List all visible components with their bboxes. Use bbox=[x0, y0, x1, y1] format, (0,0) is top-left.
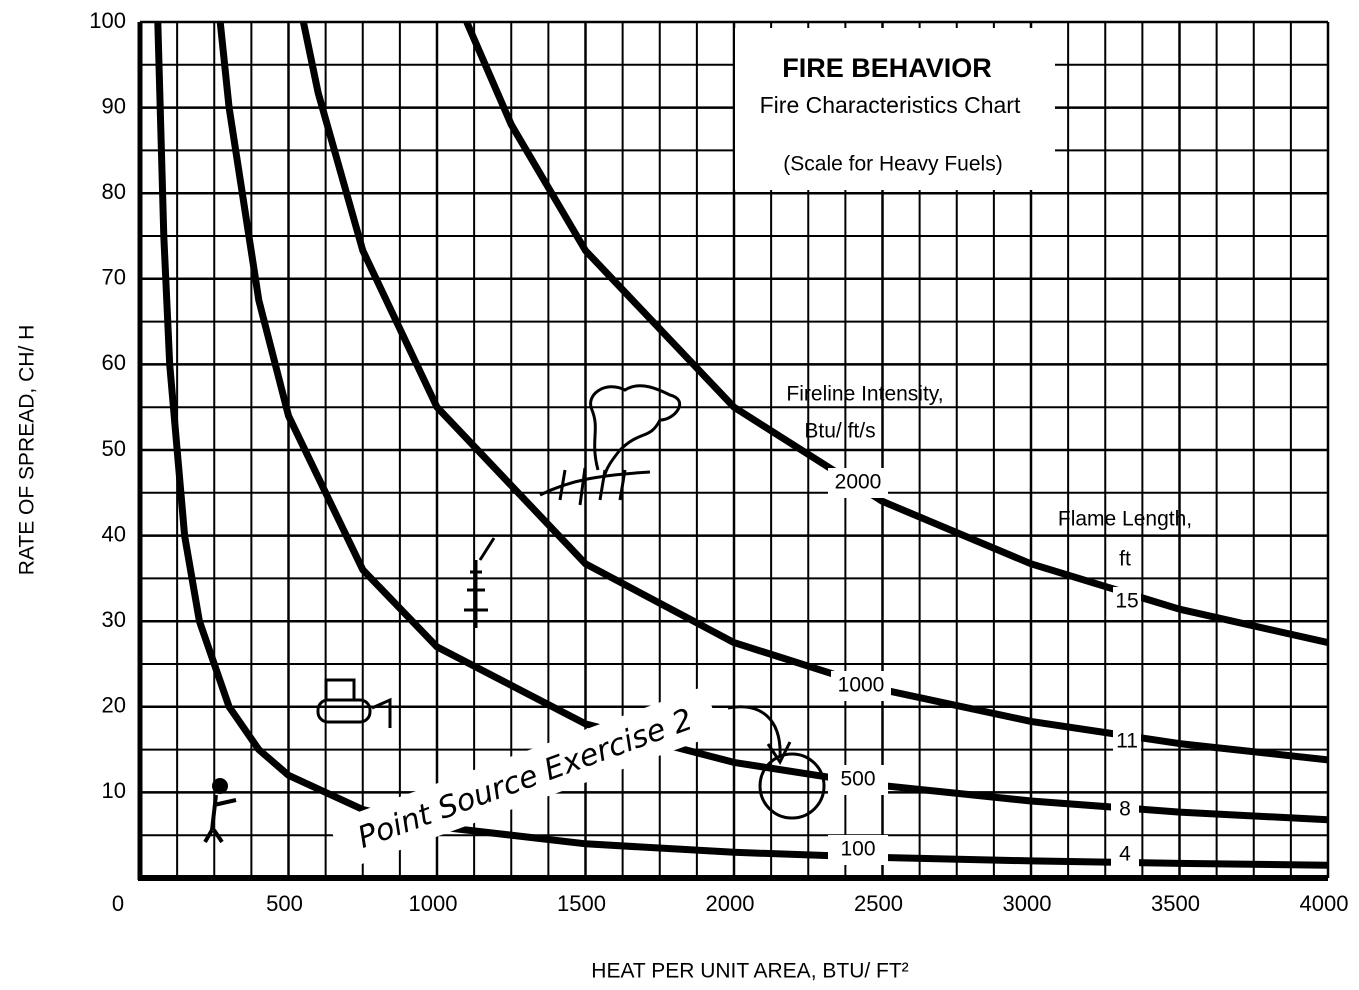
intensity-heading: Fireline Intensity, bbox=[786, 383, 943, 406]
curve bbox=[299, 22, 1328, 764]
y-tick-label: 10 bbox=[102, 778, 126, 803]
y-axis-label: RATE OF SPREAD, CH/ H bbox=[16, 325, 39, 575]
y-tick-label: 30 bbox=[102, 607, 126, 632]
flame-label-bg bbox=[1111, 795, 1139, 825]
title-box bbox=[735, 28, 1055, 190]
arrow bbox=[727, 705, 782, 759]
icon-tree bbox=[464, 537, 496, 628]
intensity-heading: Btu/ ft/s bbox=[804, 420, 875, 443]
y-tick-label: 70 bbox=[102, 265, 126, 290]
flame-heading: ft bbox=[1119, 548, 1131, 571]
chart-title: FIRE BEHAVIOR bbox=[782, 53, 992, 83]
x-tick-label: 1000 bbox=[409, 891, 458, 916]
chart-note: (Scale for Heavy Fuels) bbox=[783, 153, 1002, 176]
chart-subtitle: Fire Characteristics Chart bbox=[760, 92, 1021, 118]
x-axis-label: HEAT PER UNIT AREA, BTU/ FT² bbox=[591, 960, 908, 983]
curve-label: 1000 bbox=[838, 674, 885, 697]
y-tick-label: 100 bbox=[89, 8, 126, 33]
grid bbox=[137, 20, 1330, 881]
x-tick-label: 2500 bbox=[854, 891, 903, 916]
curve-label-bg bbox=[828, 468, 888, 498]
flame-label: 4 bbox=[1119, 843, 1131, 866]
curve-label: 100 bbox=[840, 838, 875, 861]
flame-label: 15 bbox=[1115, 590, 1138, 613]
x-tick-label: 500 bbox=[266, 891, 303, 916]
curves bbox=[154, 22, 1328, 869]
curve-label: 500 bbox=[840, 768, 875, 791]
flame-label-bg bbox=[1113, 587, 1141, 617]
x-tick-label: 3000 bbox=[1003, 891, 1052, 916]
y-tick-label: 50 bbox=[102, 436, 126, 461]
annotation-band bbox=[328, 686, 722, 870]
flame-label-bg bbox=[1113, 727, 1141, 757]
y-tick-label: 0 bbox=[112, 891, 124, 916]
icon-worker bbox=[203, 778, 237, 844]
icon-dozer bbox=[316, 678, 392, 728]
curve-label-bg bbox=[831, 671, 891, 701]
flame-heading: Flame Length, bbox=[1058, 508, 1192, 531]
x-tick-label: 3500 bbox=[1151, 891, 1200, 916]
x-tick-label: 4000 bbox=[1300, 891, 1349, 916]
y-tick-label: 40 bbox=[102, 521, 126, 546]
curve-label-bg bbox=[828, 765, 888, 795]
y-tick-label: 80 bbox=[102, 179, 126, 204]
flame-label: 11 bbox=[1116, 730, 1138, 753]
flame-label-bg bbox=[1111, 840, 1139, 870]
curve-label: 2000 bbox=[835, 471, 882, 494]
curve bbox=[463, 22, 1328, 647]
curve bbox=[154, 22, 1328, 869]
y-tick-label: 90 bbox=[102, 93, 126, 118]
icon-smoke bbox=[539, 384, 682, 506]
target-circle bbox=[758, 752, 826, 820]
x-tick-label: 2000 bbox=[706, 891, 755, 916]
y-tick-label: 20 bbox=[102, 693, 126, 718]
arrow-head bbox=[766, 741, 792, 765]
flame-label: 8 bbox=[1119, 798, 1131, 821]
curve-label-bg bbox=[828, 835, 888, 865]
curve bbox=[216, 22, 1328, 824]
y-tick-label: 60 bbox=[102, 350, 126, 375]
x-tick-label: 1500 bbox=[557, 891, 606, 916]
